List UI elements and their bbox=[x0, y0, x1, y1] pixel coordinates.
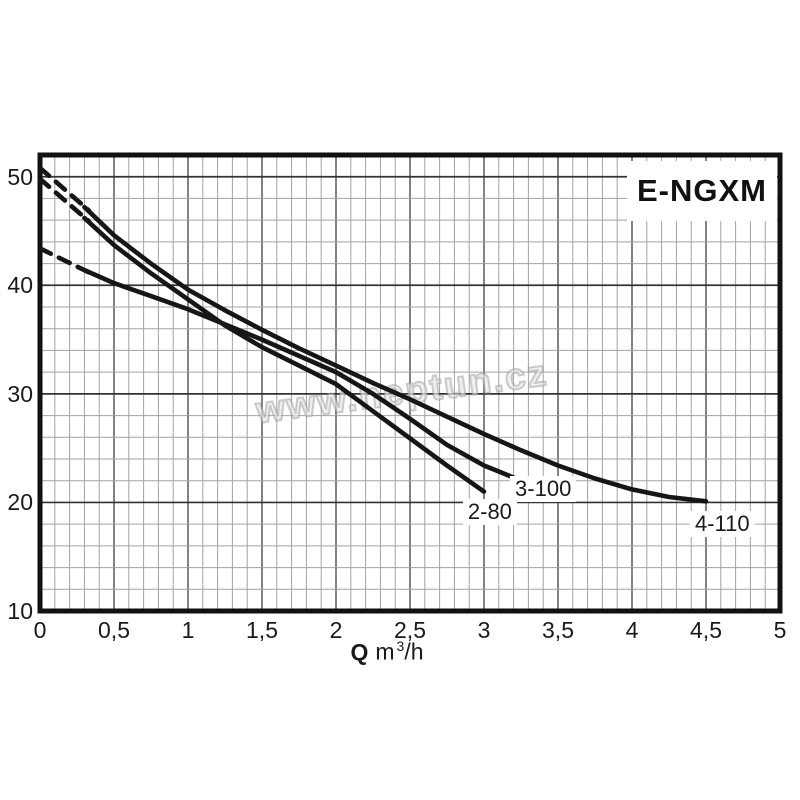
x-tick-label: 2,5 bbox=[394, 617, 426, 643]
curve-label-4-110: 4-110 bbox=[689, 511, 755, 538]
y-tick-label: 40 bbox=[7, 272, 33, 299]
curve-4-110 bbox=[82, 204, 709, 504]
curve-dashed-3-100 bbox=[37, 246, 92, 275]
curve-3-100 bbox=[82, 267, 516, 480]
x-tick-label: 4,5 bbox=[690, 617, 722, 643]
curve-label-3-100: 3-100 bbox=[510, 476, 577, 503]
curve-label-2-80: 2-80 bbox=[462, 498, 517, 525]
x-tick-label: 3,5 bbox=[542, 617, 574, 643]
x-tick-label: 1,5 bbox=[246, 617, 278, 643]
curve-2-80 bbox=[82, 215, 487, 494]
x-axis-label-per: /h bbox=[404, 638, 424, 665]
y-tick-label: 50 bbox=[7, 163, 33, 190]
x-tick-label: 1 bbox=[181, 617, 195, 643]
x-axis-label-unit: m bbox=[375, 638, 395, 665]
y-tick-label: 10 bbox=[7, 598, 33, 624]
x-tick-label: 2 bbox=[329, 617, 343, 643]
x-tick-label: 3 bbox=[477, 617, 491, 643]
y-tick-label: 20 bbox=[7, 489, 33, 516]
x-tick-label: 0,5 bbox=[98, 617, 130, 643]
x-tick-label: 5 bbox=[773, 617, 787, 643]
curve-dashed-4-110 bbox=[37, 165, 92, 213]
curve-dashed-2-80 bbox=[37, 176, 92, 224]
x-tick-label: 0 bbox=[33, 617, 47, 643]
chart-title: E-NGXM bbox=[627, 161, 777, 221]
x-tick-label: 4 bbox=[625, 617, 639, 643]
x-axis-label-exponent: 3 bbox=[396, 638, 405, 654]
x-axis-label-q: Q bbox=[350, 638, 369, 665]
y-tick-label: 30 bbox=[7, 380, 33, 407]
